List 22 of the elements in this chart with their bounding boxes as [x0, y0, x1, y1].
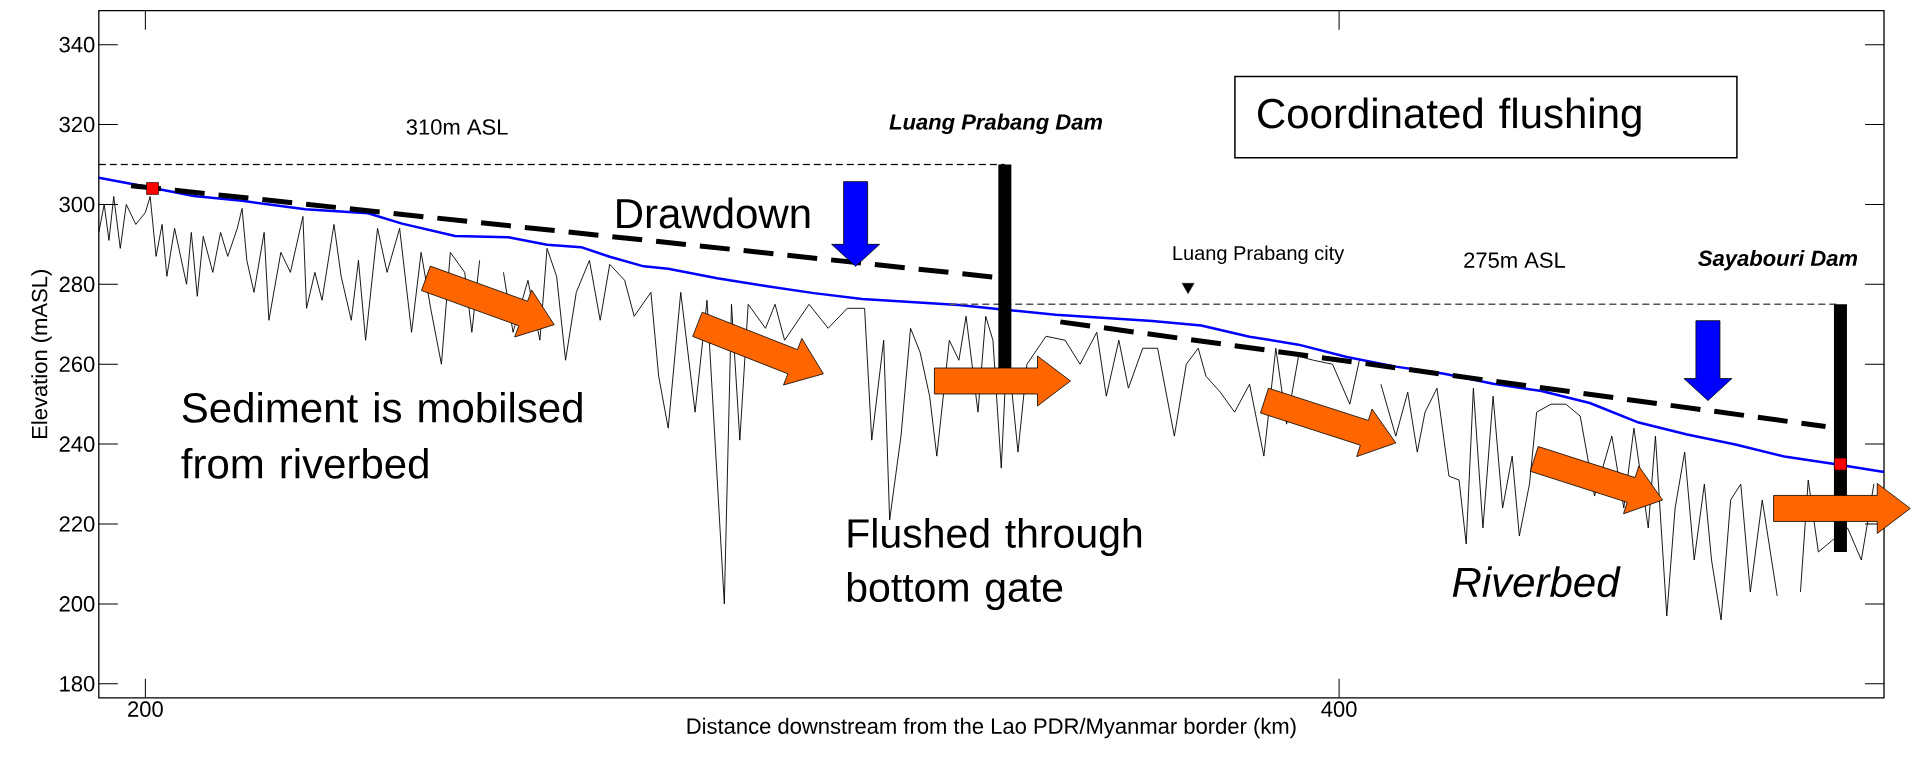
x-tick-label: 400	[1321, 701, 1357, 717]
y-tick-label: 280	[59, 276, 95, 293]
y-tick-label: 240	[59, 436, 95, 452]
y-tick-label: 340	[59, 36, 95, 53]
y-tick-label: 180	[60, 676, 95, 692]
y-tick-label: 320	[59, 116, 95, 133]
annotation: Riverbed	[1452, 566, 1621, 598]
annotation: Luang Prabang city	[1173, 245, 1345, 265]
annotation: Drawdown	[617, 197, 810, 229]
y-tick-label: 220	[59, 516, 95, 532]
annotation: 275m ASL	[1464, 252, 1566, 268]
y-tick-label: 200	[59, 596, 95, 612]
x-axis-title: Distance downstream from the Lao PDR/Myanmar border (km)	[687, 717, 1296, 739]
y-axis-title: Elevation (mASL)	[31, 270, 52, 439]
y-tick-label: 260	[59, 356, 95, 373]
annotation: Luang Prabang Dam	[889, 113, 1103, 135]
y-tick-label: 300	[59, 196, 95, 213]
annotation: Flushed through bottom gate	[847, 517, 1142, 611]
annotation: Sediment is mobilsed from riverbed	[181, 391, 582, 479]
annotation: Coordinated flushing	[1258, 97, 1641, 137]
annotation: Sayabouri Dam	[1698, 249, 1858, 271]
annotation: 310m ASL	[406, 119, 508, 135]
